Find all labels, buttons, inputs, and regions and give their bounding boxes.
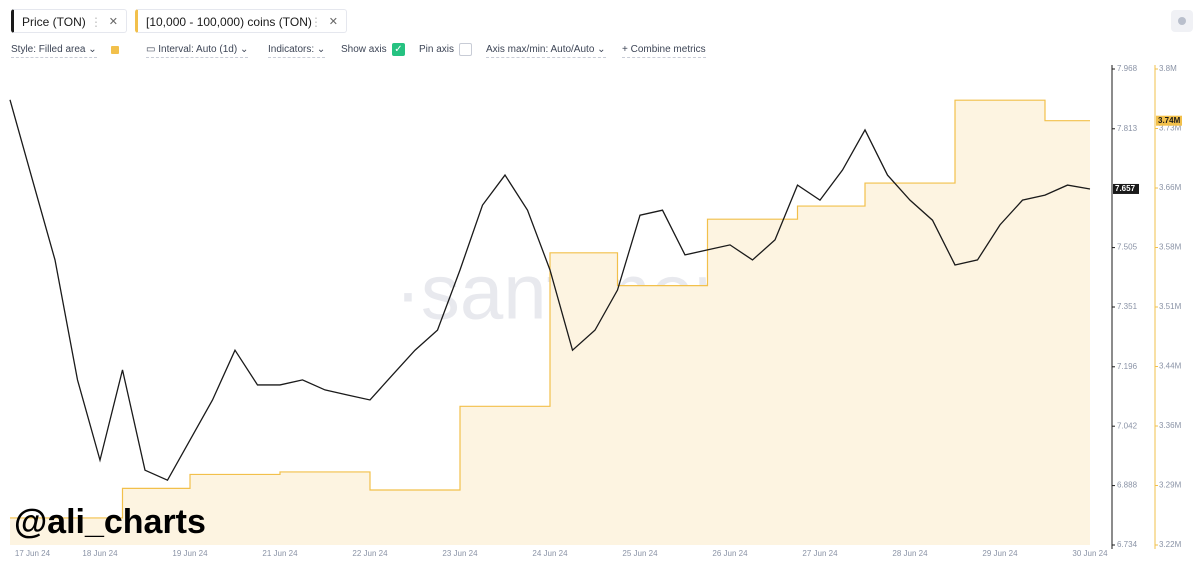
y2-tick-label: 3.8M xyxy=(1159,64,1177,73)
tab-label: [10,000 - 100,000) coins (TON) xyxy=(146,15,312,29)
x-tick-label: 18 Jun 24 xyxy=(82,549,118,558)
y-tick-label: 7.813 xyxy=(1117,124,1138,133)
y2-tick-label: 3.29M xyxy=(1159,481,1182,490)
interval-select[interactable]: ▭ Interval: Auto (1d) ⌄ xyxy=(146,44,249,58)
axis-select[interactable]: Axis max/min: Auto/Auto ⌄ xyxy=(486,44,606,58)
show-axis-label: Show axis xyxy=(341,44,387,57)
x-tick-label: 22 Jun 24 xyxy=(352,549,388,558)
x-tick-label: 29 Jun 24 xyxy=(982,549,1018,558)
y-tick-label: 7.968 xyxy=(1117,64,1138,73)
control-label: Style: Filled area xyxy=(11,44,86,55)
last-value-badge xyxy=(1113,183,1139,194)
y2-tick-label: 3.73M xyxy=(1159,124,1182,133)
x-tick-label: 17 Jun 24 xyxy=(15,549,51,558)
indicators-select[interactable]: Indicators: ⌄ xyxy=(268,44,326,58)
control-label: Combine metrics xyxy=(630,44,706,55)
settings-icon xyxy=(1178,17,1186,25)
style-select[interactable]: Style: Filled area ⌄ xyxy=(11,44,97,58)
x-tick-label: 26 Jun 24 xyxy=(712,549,748,558)
show-axis-checkbox[interactable]: ✓ xyxy=(392,43,405,56)
credit: @ali_charts xyxy=(14,503,206,541)
y-tick-label: 7.505 xyxy=(1117,243,1138,252)
y2-tick-label: 3.22M xyxy=(1159,540,1182,549)
control-label: Interval: Auto (1d) xyxy=(158,44,238,55)
tab-menu[interactable]: ⋮ xyxy=(90,15,102,29)
control-label: Show axis xyxy=(341,44,387,55)
control-label: Axis max/min: Auto/Auto xyxy=(486,44,595,55)
y2-tick-label: 3.44M xyxy=(1159,362,1182,371)
tab-close[interactable]: ✕ xyxy=(108,16,118,28)
combine-metrics[interactable]: + Combine metrics xyxy=(622,44,706,58)
x-tick-label: 19 Jun 24 xyxy=(172,549,208,558)
y-tick-label: 6.888 xyxy=(1117,481,1138,490)
series-line xyxy=(9,99,1091,482)
y2-tick-label: 3.51M xyxy=(1159,302,1182,311)
series-line xyxy=(10,99,1090,519)
last-value-badge xyxy=(1156,115,1182,126)
x-tick-label: 27 Jun 24 xyxy=(802,549,838,558)
x-tick-label: 24 Jun 24 xyxy=(532,549,568,558)
x-tick-label: 30 Jun 24 xyxy=(1072,549,1108,558)
y2-tick-label: 3.58M xyxy=(1159,243,1182,252)
pin-axis-checkbox[interactable] xyxy=(459,43,472,56)
settings-button[interactable] xyxy=(1171,10,1193,32)
y-tick-label: 7.351 xyxy=(1117,302,1138,311)
color-swatch[interactable] xyxy=(111,46,119,54)
metric-tab[interactable]: Price (TON) ⋮ ✕ xyxy=(11,9,127,33)
tab-menu[interactable]: ⋮ xyxy=(310,15,322,29)
y-tick-label: 7.196 xyxy=(1117,362,1138,371)
x-tick-label: 21 Jun 24 xyxy=(262,549,298,558)
last-value-label: 7.657 xyxy=(1115,184,1136,193)
control-label: Pin axis xyxy=(419,44,455,55)
last-value-label: 3.74M xyxy=(1158,116,1181,125)
metric-tab[interactable]: [10,000 - 100,000) coins (TON) ⋮ ✕ xyxy=(135,9,347,33)
y2-tick-label: 3.36M xyxy=(1159,421,1182,430)
y-tick-label: 6.734 xyxy=(1117,540,1138,549)
x-tick-label: 25 Jun 24 xyxy=(622,549,658,558)
tab-close[interactable]: ✕ xyxy=(328,16,338,28)
tab-label: Price (TON) xyxy=(22,15,86,29)
y2-tick-label: 3.66M xyxy=(1159,183,1182,192)
x-tick-label: 23 Jun 24 xyxy=(442,549,478,558)
y-tick-label: 7.042 xyxy=(1117,421,1138,430)
x-tick-label: 28 Jun 24 xyxy=(892,549,928,558)
pin-axis-label: Pin axis xyxy=(419,44,454,57)
control-label: Indicators: xyxy=(268,44,315,55)
